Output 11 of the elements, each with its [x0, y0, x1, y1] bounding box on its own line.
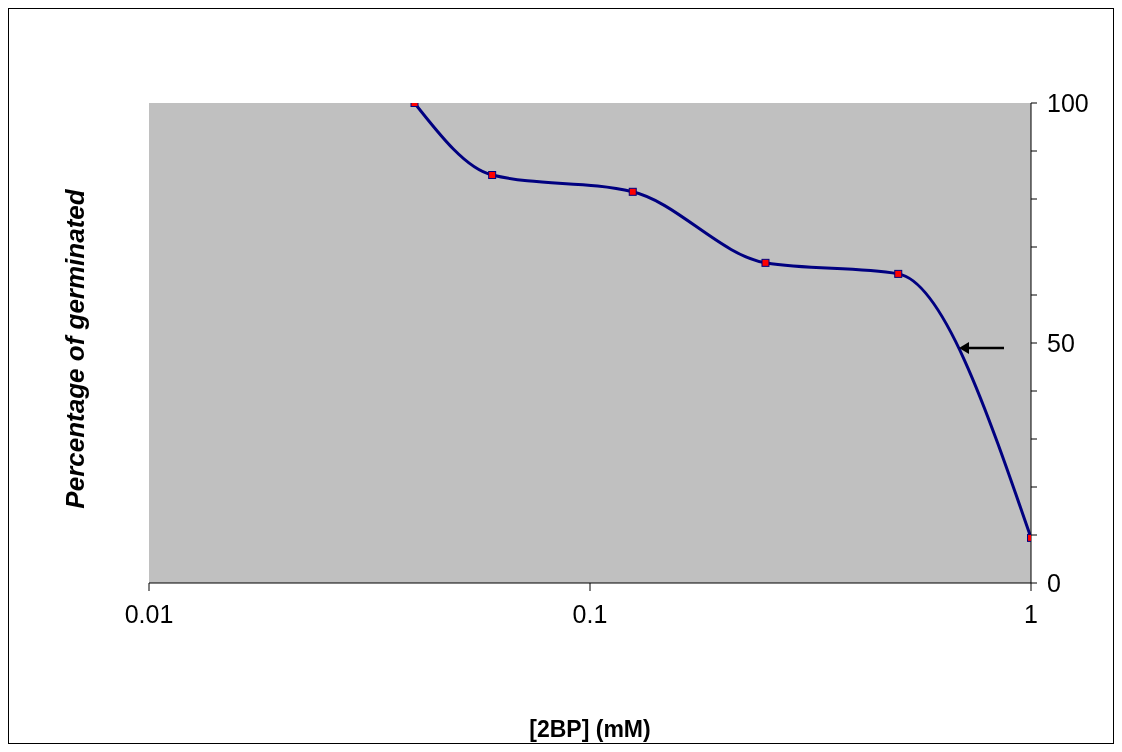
x-tick-label: 1: [1024, 599, 1038, 628]
x-tick-label: 0.1: [572, 599, 608, 628]
point: [628, 187, 637, 196]
x-tick-label: 0.01: [124, 599, 174, 628]
point: [894, 269, 903, 278]
y-tick-label: 50: [1047, 328, 1075, 357]
y-axis-title: Percentage of germinated: [59, 189, 91, 509]
y-tick-label: 0: [1047, 568, 1061, 597]
point: [761, 258, 770, 267]
x-axis-title: [2BP] (mM): [529, 716, 651, 742]
y-tick-label: 100: [1047, 88, 1089, 117]
